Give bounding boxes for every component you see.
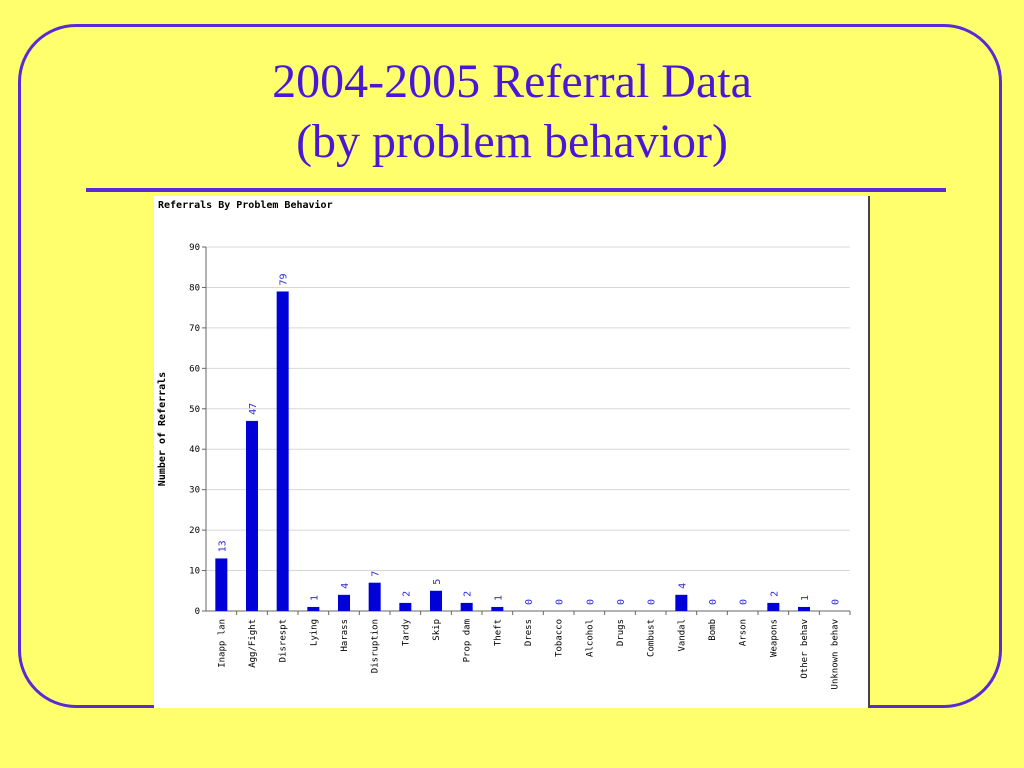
value-label: 0 [524, 599, 535, 605]
value-label: 5 [432, 579, 443, 585]
value-label: 79 [279, 273, 290, 285]
value-label: 0 [739, 599, 750, 605]
bar [491, 606, 504, 611]
gridlines [206, 246, 850, 572]
y-tick-label: 10 [189, 567, 200, 577]
y-tick-label: 40 [189, 445, 200, 455]
value-label: 4 [677, 583, 688, 589]
bar [430, 590, 442, 611]
value-label: 2 [401, 591, 412, 597]
x-tick-label: Arson [739, 619, 749, 646]
x-tick-label: Disruption [371, 619, 381, 673]
y-tick-label: 0 [195, 607, 200, 617]
bar [767, 602, 780, 611]
value-label: 2 [769, 591, 780, 597]
y-tick-labels: 0 10 20 30 40 50 60 70 80 90 [189, 243, 200, 617]
bar [246, 420, 258, 611]
value-label: 0 [831, 599, 842, 605]
value-label: 7 [371, 571, 382, 577]
value-label: 1 [800, 595, 811, 601]
x-tick-labels: Inapp lan Agg/Fight Disrespt Lying Harass Dis… [217, 618, 840, 689]
y-tick-label: 90 [189, 243, 200, 253]
x-tick-label: Bomb [708, 619, 718, 641]
y-tick-label: 50 [189, 405, 200, 415]
bar [307, 606, 320, 611]
y-tick-label: 60 [189, 364, 200, 374]
bar [368, 582, 381, 611]
x-tick-label: Agg/Fight [248, 619, 258, 668]
value-label: 0 [555, 599, 566, 605]
y-axis-title: Number of Referrals [157, 372, 168, 486]
chart-panel: Referrals By Problem Behavior 13 47 79 1 4 7 2… [154, 196, 870, 708]
value-label: 4 [340, 583, 351, 589]
axes [202, 246, 851, 615]
bar [215, 558, 228, 611]
x-tick-label: Inapp lan [217, 619, 227, 668]
x-tick-label: Other behav [800, 619, 810, 679]
x-tick-label: Lying [309, 619, 319, 646]
slide-title-line-2: (by problem behavior) [296, 115, 728, 168]
value-label: 47 [248, 403, 259, 415]
x-tick-label: Tobacco [555, 619, 565, 657]
y-tick-label: 20 [189, 526, 200, 536]
x-tick-label: Combust [647, 619, 657, 657]
x-tick-label: Skip [432, 619, 442, 641]
bar [338, 594, 350, 611]
bar [399, 602, 412, 611]
value-label: 0 [616, 599, 627, 605]
bar-chart: Referrals By Problem Behavior 1347791472… [157, 199, 851, 689]
bars [215, 291, 810, 611]
value-label: 0 [585, 599, 596, 605]
slide-title-line-1: 2004-2005 Referral Data [272, 55, 752, 108]
bar [798, 606, 810, 611]
slide-title: 2004-2005 Referral Data (by problem beha… [0, 52, 1024, 172]
bar [460, 602, 473, 611]
bar [675, 594, 688, 611]
x-tick-label: Drugs [616, 619, 626, 646]
x-tick-label: Disrespt [279, 619, 289, 662]
value-label: 1 [493, 595, 504, 601]
bar [276, 291, 289, 611]
x-tick-label: Harass [340, 619, 350, 652]
x-tick-label: Unknown behav [831, 619, 841, 689]
x-tick-label: Theft [493, 619, 503, 646]
x-tick-label: Weapons [769, 619, 779, 657]
y-tick-label: 70 [189, 324, 200, 334]
x-tick-label: Prop dam [463, 619, 473, 662]
y-tick-label: 30 [189, 486, 200, 496]
x-tick-label: Alcohol [585, 619, 595, 657]
value-label: 0 [647, 599, 658, 605]
chart-title: Referrals By Problem Behavior [158, 199, 333, 211]
y-tick-label: 80 [189, 283, 200, 293]
value-label: 1 [309, 595, 320, 601]
value-label: 13 [217, 540, 228, 552]
x-tick-label: Vandal [677, 619, 687, 652]
value-label: 2 [463, 591, 474, 597]
title-divider [86, 188, 946, 192]
x-tick-label: Dress [524, 619, 534, 646]
x-tick-label: Tardy [401, 618, 411, 646]
value-label: 0 [708, 599, 719, 605]
